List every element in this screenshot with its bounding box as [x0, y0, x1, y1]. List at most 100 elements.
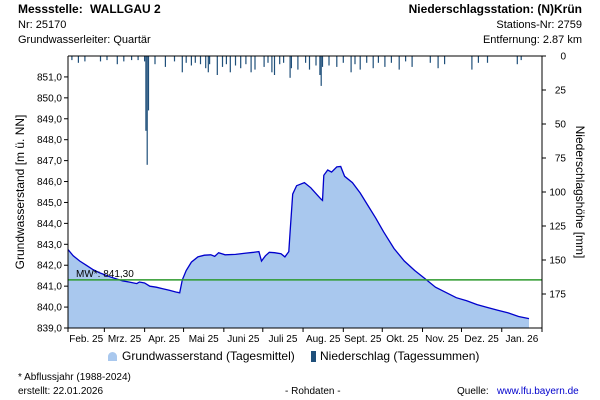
y2-tick-label: 50 — [555, 120, 567, 131]
precip-bar — [123, 56, 125, 62]
precip-bar — [106, 56, 108, 61]
y-tick-label: 839,0 — [37, 324, 62, 335]
precip-bar — [146, 56, 148, 165]
x-tick-label: Apr. 25 — [148, 334, 180, 345]
y-tick-label: 849,0 — [37, 114, 62, 125]
x-tick-label: Mai 25 — [189, 334, 219, 345]
y-tick-label: 850,0 — [37, 93, 62, 104]
x-tick-label: Feb. 25 — [69, 334, 103, 345]
groundwater-area — [68, 166, 529, 328]
y-tick-label: 842,0 — [37, 261, 62, 272]
legend: Grundwasserstand (Tagesmittel) Niedersch… — [0, 350, 600, 366]
precip-bar — [359, 56, 361, 70]
precip-bar — [297, 56, 299, 70]
precip-bar — [319, 56, 321, 75]
precip-bar — [336, 56, 338, 67]
precip-bar — [205, 56, 207, 69]
y-axis-title: Grundwasserstand [m ü. NN] — [13, 115, 27, 270]
precip-bar — [520, 56, 522, 61]
legend-item-precipitation: Niederschlag (Tagessummen) — [320, 349, 480, 363]
precip-bar — [263, 56, 265, 67]
groundwater-line — [67, 165, 530, 320]
precip-bar — [194, 56, 196, 63]
legend-area-swatch — [108, 352, 117, 361]
precip-bar — [350, 56, 352, 73]
y-tick-label: 847,0 — [37, 156, 62, 167]
precip-bar — [437, 56, 439, 69]
precip-bar — [254, 56, 256, 70]
y-tick-label: 841,0 — [37, 282, 62, 293]
precip-bar — [181, 56, 183, 73]
precip-bar — [173, 56, 176, 62]
precip-bar — [405, 56, 407, 62]
precip-bar — [147, 56, 150, 111]
precip-bar — [71, 56, 73, 61]
precip-bar — [429, 56, 431, 63]
y-tick-label: 846,0 — [37, 177, 62, 188]
precip-bar — [271, 56, 273, 73]
y-tick-label: 843,0 — [37, 240, 62, 251]
precip-bar — [273, 56, 276, 75]
footnote: * Abflussjahr (1988-2024) — [18, 372, 131, 383]
x-tick-label: Mrz. 25 — [108, 334, 142, 345]
y2-tick-label: 175 — [549, 290, 566, 301]
precip-bar — [444, 56, 446, 65]
y-tick-label: 845,0 — [37, 198, 62, 209]
precip-bar — [384, 56, 386, 67]
precip-bar — [328, 56, 330, 66]
legend-bar-swatch — [311, 351, 316, 362]
precip-bar — [516, 56, 518, 65]
x-tick-label: Sept. 25 — [344, 334, 382, 345]
precip-bar — [471, 56, 473, 70]
precip-bar — [131, 56, 133, 61]
x-tick-label: Nov. 25 — [425, 334, 459, 345]
precip-bar — [77, 56, 79, 63]
precip-bar — [477, 56, 479, 63]
precip-bar — [190, 56, 192, 66]
precip-bar — [390, 56, 392, 63]
y2-tick-label: 75 — [555, 154, 567, 165]
precip-bar — [229, 56, 231, 73]
precip-bar — [290, 56, 292, 69]
legend-item-groundwater: Grundwasserstand (Tagesmittel) — [122, 349, 295, 363]
precip-bar — [279, 56, 281, 65]
precip-bar — [305, 56, 307, 63]
precip-bar — [99, 56, 102, 62]
raw-data-label: - Rohdaten - — [285, 386, 341, 397]
precip-bar — [377, 56, 379, 63]
precip-bar — [154, 56, 156, 65]
source-link[interactable]: www.lfu.bayern.de — [497, 386, 579, 397]
x-tick-label: Dez. 25 — [464, 334, 499, 345]
y-tick-label: 848,0 — [37, 135, 62, 146]
precip-bar — [216, 56, 218, 75]
x-tick-label: Juli 25 — [268, 334, 297, 345]
precip-bar — [398, 56, 400, 70]
precip-bar — [137, 56, 139, 61]
precip-bar — [486, 56, 489, 63]
x-tick-label: Okt. 25 — [386, 334, 419, 345]
y2-tick-label: 100 — [549, 188, 566, 199]
precip-bar — [240, 56, 242, 69]
mean-water-level-label: MW*: 841,30 — [76, 269, 134, 280]
precip-bar — [225, 56, 227, 65]
precip-bar — [144, 56, 146, 62]
precip-bar — [207, 56, 209, 73]
precip-station-title: Niederschlagsstation: (N)Krün — [408, 2, 582, 16]
precip-bar — [372, 56, 374, 69]
created-date: erstellt: 22.01.2026 — [18, 386, 104, 397]
aquifer-label: Grundwasserleiter: Quartär — [18, 34, 151, 46]
x-tick-label: Juni 25 — [227, 334, 260, 345]
station-name: WALLGAU 2 — [90, 2, 161, 16]
precip-bar — [84, 56, 86, 62]
precip-bar — [209, 56, 211, 65]
y-tick-label: 851,0 — [37, 72, 62, 83]
source-label: Quelle: — [457, 386, 489, 397]
x-tick-label: Jan. 26 — [505, 334, 538, 345]
precip-bar — [185, 56, 187, 63]
precip-station-number: Stations-Nr: 2759 — [496, 19, 582, 31]
y2-axis-title: Niederschlagshöhe [mm] — [573, 126, 587, 259]
precip-bar — [411, 56, 413, 67]
precip-bar — [342, 56, 344, 63]
precip-bar — [250, 56, 252, 73]
